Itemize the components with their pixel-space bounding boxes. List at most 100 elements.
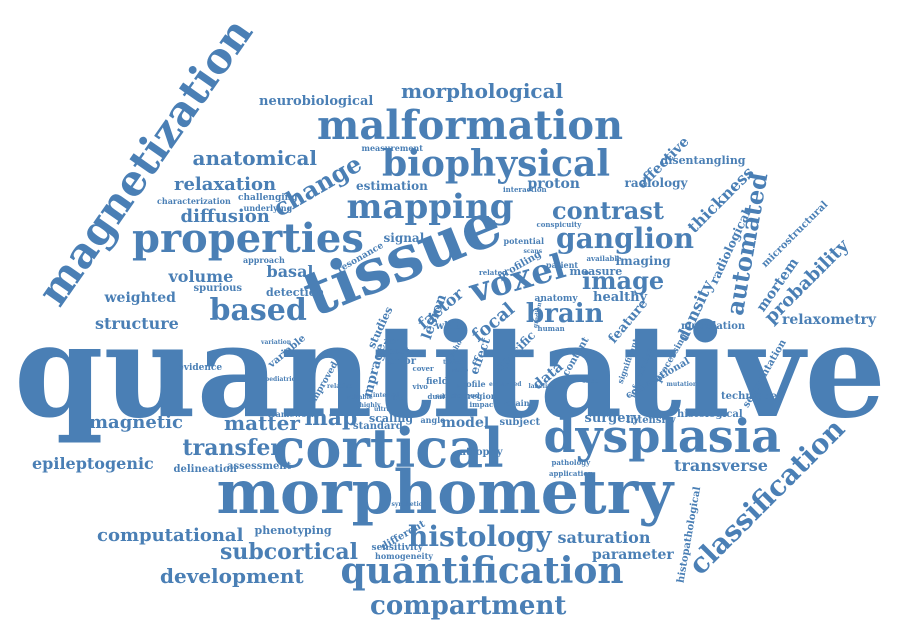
word-potential: potential	[503, 236, 545, 246]
word-retain: retain	[502, 398, 530, 408]
word-quantification: quantification	[340, 550, 624, 592]
word-development: development	[160, 564, 304, 588]
word-volume: volume	[168, 267, 234, 286]
word-modulation: modulation	[681, 321, 746, 332]
word-map: map	[304, 405, 358, 431]
word-homogeneity: homogeneity	[375, 551, 433, 561]
word-surgery: surgery	[584, 410, 640, 426]
word-patient: patient	[546, 260, 579, 270]
word-reliable: reliable	[347, 394, 373, 401]
word-spurious: spurious	[193, 283, 243, 294]
word-contrast: contrast	[552, 196, 664, 225]
word-intensity: intensity	[626, 415, 676, 426]
word-mapping: mapping	[346, 187, 514, 227]
word-anatomy: anatomy	[534, 293, 578, 304]
word-estimation: estimation	[356, 179, 428, 193]
word-epileptogenic: epileptogenic	[32, 454, 154, 473]
word-healthy: healthy	[593, 289, 648, 305]
word-assessment: assessment	[227, 461, 292, 472]
word-mutation: mutation	[666, 381, 698, 388]
word-scans: scans	[523, 248, 543, 255]
word-brain: brain	[526, 299, 604, 329]
word-ultra: ultra	[374, 406, 391, 413]
word-transverse: transverse	[674, 456, 768, 475]
word-model: model	[441, 415, 490, 431]
word-based: based	[209, 293, 307, 328]
word-framework: framework	[268, 409, 317, 419]
word-angle: angle	[420, 415, 446, 425]
word-diffusion: diffusion	[180, 206, 270, 227]
word-related: related	[479, 267, 507, 277]
word-detection: detection	[266, 285, 325, 299]
word-structure: structure	[95, 314, 179, 333]
word-transfer: transfer	[182, 435, 282, 461]
word-dual: dual	[427, 391, 445, 401]
word-malformation: malformation	[317, 102, 624, 149]
word-human: human	[537, 323, 565, 333]
word-evidence: evidence	[178, 362, 223, 373]
word-labeling: labeling	[528, 383, 556, 390]
word-saturation: saturation	[557, 528, 651, 547]
word-measurement: measurement	[361, 143, 423, 153]
word-method: method	[450, 390, 480, 400]
word-sample: sample	[436, 393, 460, 400]
word-field: field	[426, 376, 448, 387]
word-delineation: delineation	[173, 464, 237, 475]
word-anatomical: anatomical	[192, 146, 318, 170]
word-radiology: radiology	[624, 176, 688, 190]
word-approach: approach	[243, 255, 285, 265]
word-challenging: challenging	[238, 192, 298, 203]
word-variation: variation	[261, 339, 292, 346]
word-pediatric: pediatric	[265, 376, 296, 383]
word-signal: signal	[383, 231, 425, 245]
word-relaxation: relaxation	[174, 174, 277, 195]
word-proton: proton	[527, 176, 581, 192]
word-weighted: weighted	[104, 290, 176, 306]
word-subcortical: subcortical	[220, 539, 358, 565]
word-subject: subject	[499, 417, 541, 428]
word-conspicuity: conspicuity	[536, 219, 582, 229]
word-cover: cover	[412, 363, 434, 373]
word-enhanced: enhanced	[489, 381, 522, 388]
word-imaging: imaging	[615, 254, 671, 268]
word-histology: histology	[408, 520, 552, 553]
word-vivo: vivo	[412, 381, 428, 391]
word-histological: histological	[677, 409, 743, 420]
word-scaling: scaling	[369, 411, 414, 425]
word-impact: impact	[469, 399, 497, 409]
word-sensitivity: sensitivity	[371, 542, 423, 553]
word-neurobiological: neurobiological	[259, 93, 374, 109]
word-ratio: ratio	[452, 367, 469, 374]
word-properties: properties	[132, 215, 364, 262]
word-trained: trained	[443, 359, 468, 366]
word-relaxometry: relaxometry	[782, 312, 877, 328]
word-biophysical: biophysical	[382, 143, 610, 185]
word-relative: relative	[327, 383, 353, 390]
word-post: post	[388, 346, 410, 357]
word-measure: measure	[569, 264, 623, 278]
word-image: image	[582, 266, 665, 295]
word-interval: interval	[373, 392, 400, 399]
word-morphometry: morphometry	[216, 458, 674, 528]
word-zone: zone	[383, 336, 407, 347]
word-dysplasia: dysplasia	[543, 409, 781, 463]
word-underlying: underlying	[243, 203, 293, 213]
word-standard: standard	[353, 421, 403, 432]
word-phenotyping: phenotyping	[254, 523, 332, 537]
word-pathology: pathology	[551, 457, 591, 467]
word-application: application	[549, 468, 594, 478]
word-compartment: compartment	[370, 591, 567, 621]
word-interaction: interaction	[503, 184, 547, 194]
word-available: available	[586, 253, 622, 263]
word-flip: flip	[392, 395, 404, 402]
word-computational: computational	[97, 525, 244, 546]
word-matter: matter	[224, 411, 300, 435]
word-white: white	[435, 321, 467, 332]
word-ganglion: ganglion	[556, 222, 694, 255]
word-synthetic: synthetic	[391, 501, 423, 508]
word-atrophy: atrophy	[459, 447, 503, 458]
word-technique: technique	[721, 391, 778, 402]
word-characterization: characterization	[157, 196, 231, 206]
word-cortical: cortical	[272, 416, 504, 480]
